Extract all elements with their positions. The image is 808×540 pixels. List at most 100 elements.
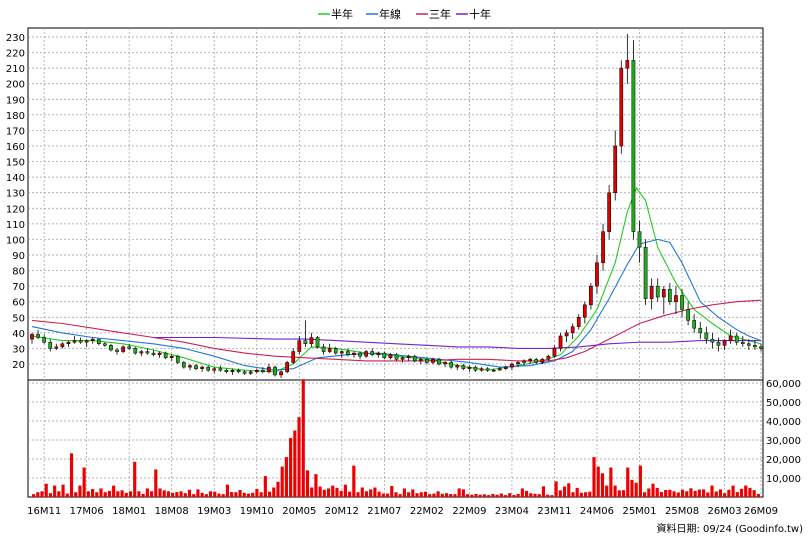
candle-body (510, 363, 514, 368)
volume-bar (175, 492, 179, 497)
candle-body (327, 348, 332, 352)
candle-body (534, 359, 539, 363)
candle-body (285, 362, 289, 373)
candle-body (297, 340, 302, 352)
candle (740, 335, 745, 347)
volume-bar (217, 493, 221, 497)
volume-bar (162, 490, 166, 497)
volume-bar (335, 487, 339, 497)
candle (333, 346, 338, 355)
candle (418, 357, 423, 364)
price-tick-label: 150 (6, 158, 25, 169)
candle (36, 329, 40, 340)
price-tick-label: 50 (12, 313, 25, 324)
x-tick-label: 18M01 (112, 506, 146, 517)
candle (637, 220, 642, 263)
candle (206, 365, 211, 372)
price-tick-label: 190 (6, 95, 25, 106)
price-tick-label: 70 (12, 282, 25, 293)
candle-body (467, 366, 472, 369)
volume-bar (689, 488, 693, 497)
volume-bar (470, 494, 474, 497)
volume-bar (533, 493, 537, 497)
volume-bar (659, 492, 664, 497)
volume-bar (546, 494, 550, 497)
volume-bar (208, 491, 213, 497)
candle-body (540, 359, 545, 363)
candle-body (643, 246, 648, 299)
candle-body (358, 352, 362, 357)
candle-body (564, 332, 569, 337)
candle (540, 357, 545, 364)
ma-line-三年 (31, 299, 762, 362)
volume-bar (137, 491, 141, 497)
candle (546, 354, 551, 361)
candle-body (704, 332, 709, 340)
volume-bar (466, 494, 470, 497)
volume-bar (638, 465, 642, 497)
candle (734, 332, 739, 346)
volume-bar (360, 487, 364, 497)
candle-body (84, 340, 89, 343)
volume-bar (676, 492, 680, 497)
candle (759, 343, 763, 352)
candle (200, 365, 204, 372)
candle (169, 354, 174, 361)
candle-body (291, 351, 296, 363)
x-tick-label: 25M01 (622, 506, 656, 517)
candle-body (54, 346, 59, 349)
candle-body (60, 343, 65, 348)
candle-body (406, 355, 411, 359)
candle-body (254, 369, 259, 373)
candle-body (576, 317, 581, 327)
candle (437, 357, 441, 366)
volume-bar (133, 461, 137, 497)
candle-body (96, 338, 101, 345)
volume-bar (503, 495, 508, 497)
candle-body (497, 368, 502, 371)
volume-bar (680, 489, 685, 497)
volume-bar (478, 494, 482, 497)
volume-bar (221, 494, 225, 497)
candle-body (78, 340, 83, 343)
candle-body (321, 346, 326, 352)
candle (674, 286, 678, 315)
volume-bar (305, 470, 310, 497)
volume-bar (453, 494, 457, 497)
candle (66, 340, 71, 347)
candle (346, 348, 350, 357)
candle-body (400, 357, 405, 360)
volume-bar (356, 492, 360, 497)
volume-bar (592, 457, 596, 497)
volume-bar (428, 494, 432, 497)
volume-bar (571, 492, 575, 497)
candle-body (449, 362, 454, 368)
candle (516, 360, 520, 368)
candle (643, 239, 648, 305)
volume-bar (145, 488, 149, 497)
volume-bar (634, 482, 638, 497)
candle (504, 365, 508, 371)
volume-panel: 10,000 20,000 30,000 40,000 50,000 60,000 (27, 379, 801, 498)
volume-tick-label: 60,000 (766, 379, 801, 390)
volume-bar (461, 489, 465, 497)
price-tick-label: 230 (6, 33, 25, 44)
candle-body (133, 348, 138, 354)
candle-body (182, 362, 186, 368)
volume-bar (499, 493, 503, 497)
volume-bar (99, 488, 103, 497)
volume-bar (415, 493, 419, 497)
volume-bar (90, 489, 95, 497)
volume-bar (596, 466, 600, 497)
volume-bar (714, 491, 718, 497)
candle-body (90, 338, 95, 341)
candle (370, 348, 375, 357)
volume-bar (314, 474, 318, 497)
candle (698, 321, 703, 340)
candle-body (352, 352, 356, 355)
candle (127, 343, 132, 350)
candle (339, 349, 344, 358)
candle (157, 351, 162, 358)
candle (704, 326, 709, 344)
volume-bar (402, 488, 406, 497)
